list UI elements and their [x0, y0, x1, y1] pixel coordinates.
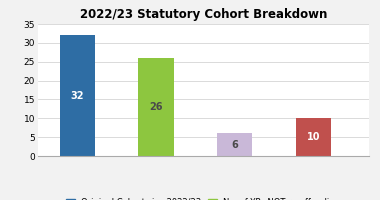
Title: 2022/23 Statutory Cohort Breakdown: 2022/23 Statutory Cohort Breakdown [80, 8, 327, 21]
Bar [60, 35, 95, 156]
Text: 6: 6 [231, 140, 238, 150]
Bar [138, 58, 174, 156]
Bar [296, 118, 331, 156]
Text: 10: 10 [307, 132, 320, 142]
Legend: Original Cohort size 2022/23, No. of YPs NOT re-offending: Original Cohort size 2022/23, No. of YPs… [66, 198, 340, 200]
Text: 26: 26 [149, 102, 163, 112]
Bar [217, 133, 252, 156]
Text: 32: 32 [71, 91, 84, 101]
